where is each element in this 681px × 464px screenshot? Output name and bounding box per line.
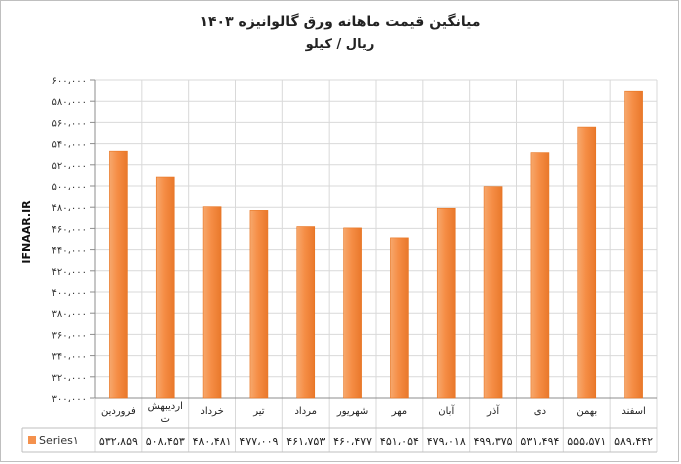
bar-7: [390, 237, 409, 399]
y-tick-label: ۳۴۰،۰۰۰: [52, 352, 87, 363]
y-tick-label: ۳۶۰،۰۰۰: [52, 330, 87, 341]
value-label: ۴۸۰،۴۸۱: [193, 435, 232, 448]
y-tick-label: ۵۸۰،۰۰۰: [52, 97, 87, 108]
category-label: اردیبهش ت: [148, 401, 183, 425]
bars: [109, 90, 643, 399]
y-tick-label: ۴۸۰،۰۰۰: [52, 203, 87, 214]
bar-12: [624, 90, 643, 399]
bar-10: [530, 152, 550, 399]
y-tick-label: ۶۰۰،۰۰۰: [52, 76, 87, 87]
value-label: ۴۵۱،۰۵۴: [380, 435, 419, 448]
category-label: شهریور: [336, 406, 368, 417]
category-label: دی: [534, 406, 546, 417]
y-tick-label: ۵۴۰،۰۰۰: [52, 140, 87, 151]
value-label: ۴۷۷،۰۰۹: [239, 435, 278, 448]
bar-11: [577, 126, 597, 399]
value-label: ۵۳۲،۸۵۹: [99, 435, 138, 448]
bar-8: [436, 207, 456, 399]
y-tick-label: ۵۲۰،۰۰۰: [52, 161, 87, 172]
y-tick-label: ۳۸۰،۰۰۰: [52, 309, 87, 320]
value-label: ۴۹۹،۳۷۵: [474, 435, 513, 448]
bar-5: [296, 226, 316, 399]
category-label: اسفند: [621, 406, 645, 417]
category-label: آبان: [438, 404, 455, 417]
value-label: ۵۵۵،۵۷۱: [567, 435, 606, 448]
y-tick-label: ۴۰۰،۰۰۰: [52, 288, 87, 299]
bar-3: [202, 206, 222, 399]
category-label: مرداد: [294, 406, 317, 417]
chart-subtitle: ریال / کیلو: [305, 37, 375, 52]
data-table: فروردین اردیبهش ت خرداد تیر مرداد شهریور مهر آبا…: [21, 401, 657, 453]
value-label: ۴۷۹،۰۱۸: [427, 435, 466, 448]
y-tick-label: ۳۰۰،۰۰۰: [52, 394, 87, 405]
value-label: ۵۸۹،۴۴۲: [614, 435, 653, 448]
category-label: فروردین: [101, 406, 136, 417]
bar-6: [343, 227, 362, 399]
category-label: بهمن: [576, 406, 597, 417]
chart-title: میانگین قیمت ماهانه ورق گالوانیزه ۱۴۰۳: [199, 13, 480, 30]
grid: ۳۰۰،۰۰۰ ۳۲۰،۰۰۰ ۳۴۰،۰۰۰ ۳۶۰،۰۰۰ ۳۸۰،۰۰۰ ۴۰۰،۰…: [52, 76, 658, 452]
bar-4: [249, 210, 269, 399]
value-label: ۴۶۰،۴۷۷: [333, 435, 372, 448]
bar-2: [155, 176, 175, 399]
bar-1: [109, 150, 128, 399]
value-label: ۵۳۱،۴۹۴: [520, 435, 559, 448]
category-label: خرداد: [200, 406, 223, 417]
y-tick-label: ۵۰۰،۰۰۰: [52, 182, 87, 193]
y-tick-label: ۴۲۰،۰۰۰: [52, 267, 87, 278]
category-label: آذر: [486, 404, 500, 417]
y-tick-label: ۴۴۰،۰۰۰: [52, 246, 87, 257]
y-tick-label: ۳۲۰،۰۰۰: [52, 373, 87, 384]
y-tick-label: ۵۶۰،۰۰۰: [52, 118, 87, 129]
y-tick-label: ۴۶۰،۰۰۰: [52, 224, 87, 235]
category-label: مهر: [391, 406, 407, 417]
legend-key: [28, 436, 36, 444]
value-label: ۴۶۱،۷۵۳: [286, 435, 325, 448]
watermark: IFNAAR.IR: [20, 200, 33, 264]
category-label: تیر: [252, 406, 265, 417]
legend-label: Series۱: [39, 434, 79, 447]
value-label: ۵۰۸،۴۵۳: [146, 435, 185, 448]
bar-9: [483, 186, 503, 399]
